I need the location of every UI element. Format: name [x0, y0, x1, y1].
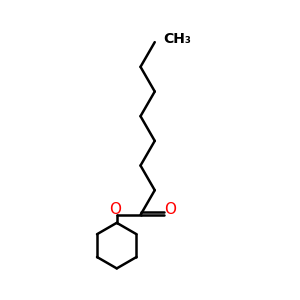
Text: CH₃: CH₃ — [164, 32, 191, 46]
Text: O: O — [109, 202, 121, 217]
Text: O: O — [164, 202, 176, 217]
